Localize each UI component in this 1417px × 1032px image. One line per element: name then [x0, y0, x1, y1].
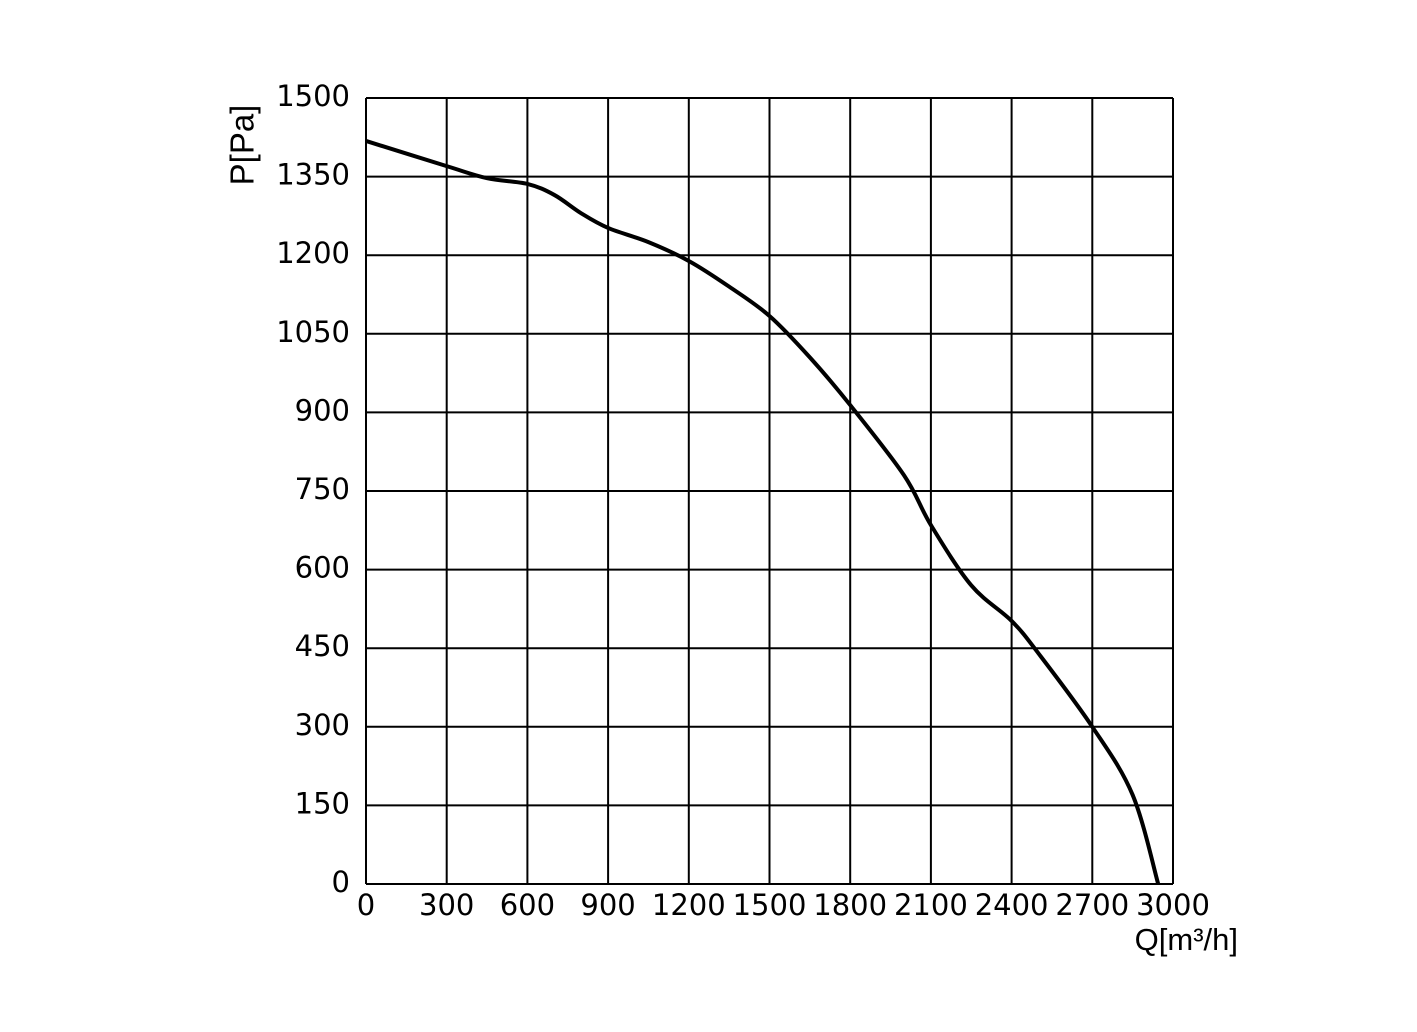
x-tick-label: 1200 — [652, 888, 726, 922]
x-tick-label: 900 — [580, 888, 635, 922]
curve — [365, 139, 1161, 885]
y-tick-label: 300 — [295, 708, 350, 742]
y-tick-label: 1350 — [276, 158, 350, 192]
y-tick-label: 1200 — [276, 236, 350, 270]
x-tick-label: 2700 — [1055, 888, 1129, 922]
x-tick-label: 3000 — [1136, 888, 1210, 922]
x-tick-label: 2100 — [894, 888, 968, 922]
y-tick-label: 150 — [295, 786, 350, 820]
x-tick-label: 2400 — [975, 888, 1049, 922]
y-tick-label: 750 — [295, 472, 350, 506]
x-tick-label: 600 — [500, 888, 555, 922]
y-tick-label: 1050 — [276, 315, 350, 349]
y-tick-label: 0 — [332, 865, 350, 899]
y-tick-label: 600 — [295, 551, 350, 585]
y-tick-label: 1500 — [276, 79, 350, 113]
x-tick-label: 1800 — [813, 888, 887, 922]
y-axis-label: P[Pa] — [224, 105, 261, 186]
x-tick-label: 1500 — [733, 888, 807, 922]
x-tick-label: 300 — [419, 888, 474, 922]
y-tick-label: 900 — [295, 393, 350, 427]
y-tick-label: 450 — [295, 629, 350, 663]
x-axis-label: Q[m³/h] — [1135, 922, 1238, 957]
x-tick-label: 0 — [357, 888, 375, 922]
